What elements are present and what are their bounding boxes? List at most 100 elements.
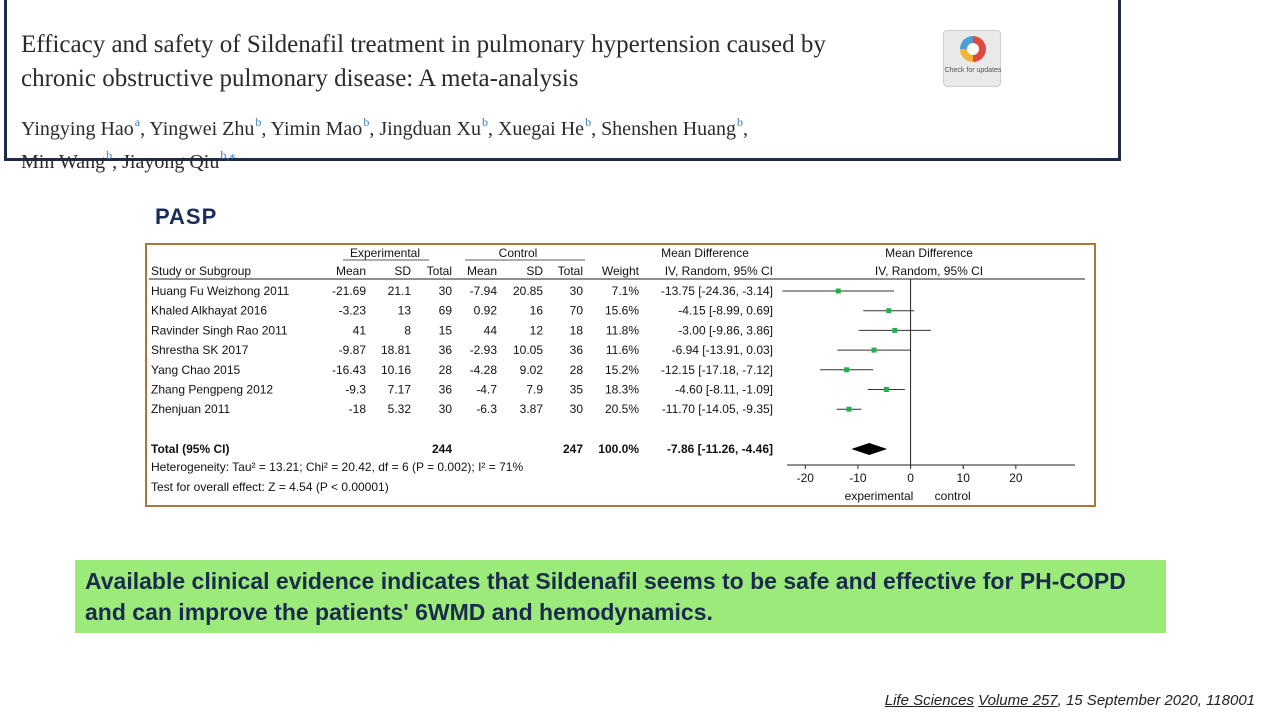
study-name: Huang Fu Weizhong 2011 <box>151 284 290 298</box>
study-e-total: 36 <box>439 343 453 357</box>
author-affiliation[interactable]: b,⁎ <box>220 148 236 162</box>
volume-link[interactable]: Volume 257 <box>978 692 1058 709</box>
total-weight: 100.0% <box>598 442 639 456</box>
study-e-mean: 41 <box>353 323 367 337</box>
study-name: Khaled Alkhayat 2016 <box>151 304 267 318</box>
author-name[interactable]: Jingduan Xu <box>379 118 481 140</box>
md-plot-header: Mean Difference <box>885 246 973 260</box>
author-name[interactable]: Jiayong Qiu <box>122 151 220 173</box>
study-c-mean: -2.93 <box>470 343 498 357</box>
heterogeneity-text: Heterogeneity: Tau² = 13.21; Chi² = 20.4… <box>151 460 523 474</box>
study-c-total: 28 <box>570 363 584 377</box>
check-for-updates-badge[interactable]: Check for updates <box>943 30 1001 87</box>
study-c-mean: -7.94 <box>470 284 498 298</box>
study-ci: -12.15 [-17.18, -7.12] <box>661 363 773 377</box>
author-affiliation[interactable]: a <box>134 115 141 129</box>
study-c-mean: -4.7 <box>476 383 497 397</box>
forest-plot-svg: Experimental Control Mean Difference Mean D… <box>149 246 1085 503</box>
journal-link[interactable]: Life Sciences <box>884 692 974 709</box>
study-name: Zhenjuan 2011 <box>151 402 231 416</box>
author-affiliation[interactable]: b <box>255 115 262 129</box>
author-list: Yingying Haoa, Yingwei Zhub, Yimin Maob,… <box>21 115 749 173</box>
study-weight: 11.6% <box>606 343 639 357</box>
study-point <box>835 288 841 294</box>
md-header: Mean Difference <box>661 246 749 260</box>
x-tick-label: -10 <box>849 471 867 485</box>
author-affiliation[interactable]: b <box>737 115 744 129</box>
total-e: 244 <box>432 442 452 456</box>
total-ci: -7.86 [-11.26, -4.46] <box>667 442 773 456</box>
author-name[interactable]: Yingwei Zhu <box>149 118 255 140</box>
author-affiliation[interactable]: b <box>481 115 488 129</box>
x-tick-label: -20 <box>797 471 815 485</box>
col-weight: Weight <box>602 264 640 278</box>
study-c-total: 30 <box>570 284 584 298</box>
study-c-total: 36 <box>570 343 584 357</box>
study-c-total: 18 <box>570 323 584 337</box>
study-c-sd: 7.9 <box>526 383 543 397</box>
author-affiliation[interactable]: b <box>106 148 113 162</box>
author-affiliation[interactable]: b <box>363 115 370 129</box>
favours-control: control <box>935 489 971 503</box>
badge-label: Check for updates <box>944 67 1002 74</box>
study-ci: -3.00 [-9.86, 3.86] <box>678 323 773 337</box>
total-c: 247 <box>563 442 583 456</box>
citation: Life Sciences Volume 257, 15 September 2… <box>885 692 1255 709</box>
favours-experimental: experimental <box>845 489 914 503</box>
author-name[interactable]: Shenshen Huang <box>601 118 737 140</box>
study-e-mean: -3.23 <box>339 304 367 318</box>
study-c-sd: 9.02 <box>520 363 544 377</box>
study-c-total: 30 <box>570 402 584 416</box>
study-weight: 20.5% <box>605 402 639 416</box>
study-e-sd: 5.32 <box>388 402 412 416</box>
study-e-total: 69 <box>439 304 453 318</box>
author-name[interactable]: Yimin Mao <box>270 118 363 140</box>
conclusion-text: Available clinical evidence indicates th… <box>85 568 1126 625</box>
study-c-sd: 16 <box>530 304 544 318</box>
study-e-sd: 10.16 <box>381 363 411 377</box>
study-ci: -11.70 [-14.05, -9.35] <box>662 402 773 416</box>
x-tick-label: 0 <box>907 471 914 485</box>
col-c-total: Total <box>558 264 583 278</box>
study-e-total: 15 <box>439 323 453 337</box>
citation-rest: , 15 September 2020, 118001 <box>1057 692 1255 709</box>
study-e-total: 30 <box>439 284 453 298</box>
study-point <box>892 327 898 333</box>
study-point <box>846 406 852 412</box>
experimental-header: Experimental <box>350 246 420 260</box>
author-affiliation[interactable]: b <box>585 115 592 129</box>
total-diamond <box>851 443 888 455</box>
check-updates-icon <box>960 36 986 62</box>
study-ci: -4.15 [-8.99, 0.69] <box>678 304 773 318</box>
study-c-sd: 12 <box>530 323 544 337</box>
col-ci: IV, Random, 95% CI <box>665 264 773 278</box>
col-ci-plot: IV, Random, 95% CI <box>875 264 983 278</box>
study-e-total: 36 <box>439 383 453 397</box>
study-e-total: 30 <box>439 402 453 416</box>
col-study: Study or Subgroup <box>151 264 251 278</box>
study-c-sd: 3.87 <box>520 402 544 416</box>
study-c-total: 35 <box>570 383 584 397</box>
study-weight: 7.1% <box>612 284 640 298</box>
study-e-sd: 7.17 <box>388 383 412 397</box>
study-point <box>844 367 850 373</box>
study-c-mean: 0.92 <box>474 304 498 318</box>
author-name[interactable]: Min Wang <box>21 151 106 173</box>
study-point <box>883 387 889 392</box>
paper-title: Efficacy and safety of Sildenafil treatm… <box>21 31 826 92</box>
study-c-sd: 20.85 <box>513 284 543 298</box>
study-e-sd: 13 <box>398 304 412 318</box>
study-e-sd: 21.1 <box>388 284 412 298</box>
author-name[interactable]: Xuegai He <box>497 118 585 140</box>
study-ci: -4.60 [-8.11, -1.09] <box>675 383 773 397</box>
study-c-mean: 44 <box>484 323 498 337</box>
paper-header: Efficacy and safety of Sildenafil treatm… <box>4 0 1121 173</box>
study-e-mean: -21.69 <box>332 284 366 298</box>
study-weight: 11.8% <box>606 323 639 337</box>
study-e-sd: 8 <box>404 323 411 337</box>
control-header: Control <box>499 246 538 260</box>
col-e-sd: SD <box>394 264 411 278</box>
study-e-total: 28 <box>439 363 453 377</box>
study-e-mean: -9.3 <box>345 383 366 397</box>
author-name[interactable]: Yingying Hao <box>21 118 134 140</box>
